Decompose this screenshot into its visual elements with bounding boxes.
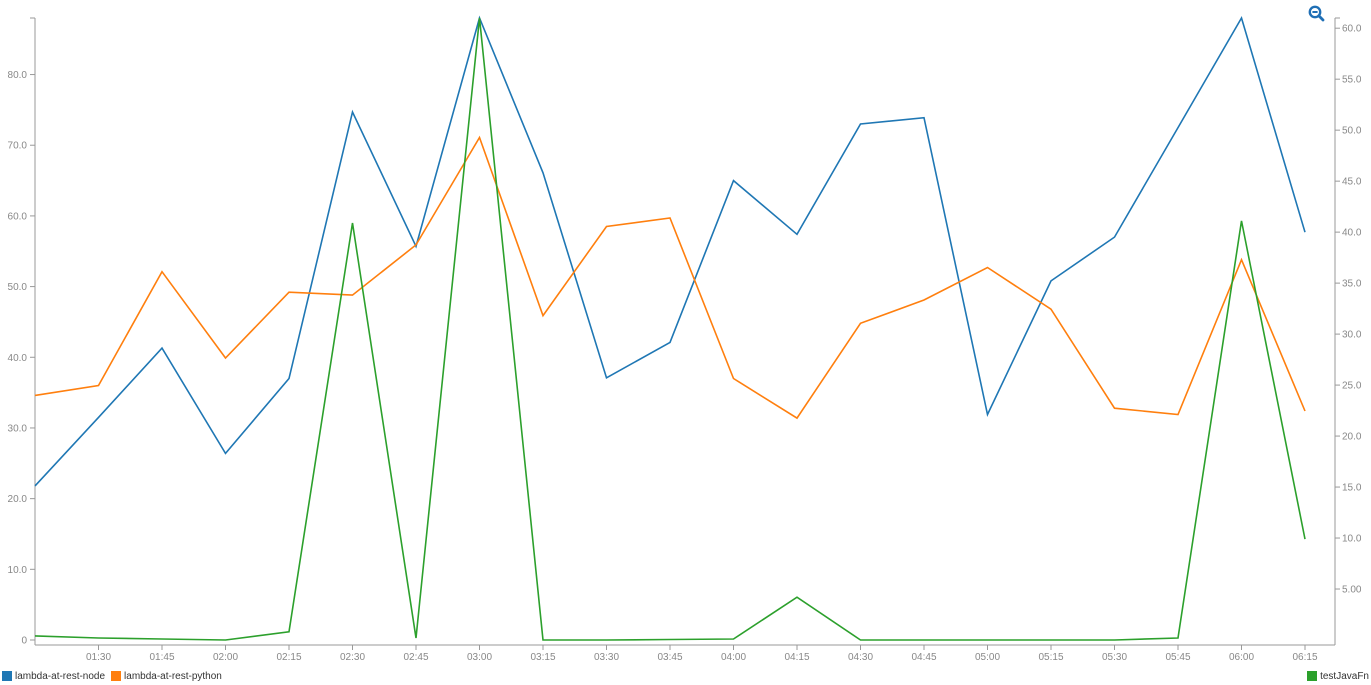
legend-label: lambda-at-rest-node xyxy=(15,670,106,682)
x-tick-label: 04:30 xyxy=(848,652,873,663)
series-line-lambda-at-rest-python xyxy=(34,135,1306,420)
x-tick-label: 01:45 xyxy=(149,652,174,663)
y-right-tick-label: 60.0 xyxy=(1342,24,1362,35)
legend-label: testJavaFn xyxy=(1320,670,1369,682)
y-right-tick-label: 20.0 xyxy=(1342,432,1362,443)
y-left-tick-label: 50.0 xyxy=(8,282,28,293)
x-tick-label: 06:15 xyxy=(1292,652,1317,663)
x-tick-label: 05:00 xyxy=(975,652,1000,663)
y-right-tick-label: 30.0 xyxy=(1342,330,1362,341)
x-tick-label: 04:45 xyxy=(911,652,936,663)
y-left-tick-label: 70.0 xyxy=(8,141,28,152)
x-tick-label: 01:30 xyxy=(86,652,111,663)
y-right-tick-label: 10.0 xyxy=(1342,534,1362,545)
x-tick-label: 04:15 xyxy=(784,652,809,663)
series-line-lambda-at-rest-node xyxy=(34,15,1306,487)
x-tick-label: 05:45 xyxy=(1165,652,1190,663)
y-left-tick-label: 80.0 xyxy=(8,70,28,81)
y-right-tick-label: 50.0 xyxy=(1342,126,1362,137)
legend-right: testJavaFn xyxy=(1307,668,1369,684)
x-tick-label: 03:15 xyxy=(530,652,555,663)
x-tick-label: 06:00 xyxy=(1229,652,1254,663)
y-right-tick-label: 25.0 xyxy=(1342,381,1362,392)
y-left-tick-label: 40.0 xyxy=(8,353,28,364)
x-tick-label: 02:00 xyxy=(213,652,238,663)
y-right-tick-label: 45.0 xyxy=(1342,177,1362,188)
legend-swatch xyxy=(2,671,12,681)
x-tick-label: 02:45 xyxy=(403,652,428,663)
legend-left: lambda-at-rest-node lambda-at-rest-pytho… xyxy=(2,668,228,684)
y-right-tick-label: 35.0 xyxy=(1342,279,1362,290)
y-left-tick-label: 60.0 xyxy=(8,211,28,222)
chart-axes: 0 10.0 20.0 30.0 40.0 50.0 60.0 70.0 80.0 5.00 10.… xyxy=(8,17,1362,663)
chart-series-layer xyxy=(34,15,1306,641)
y-right-tick-label: 5.00 xyxy=(1342,585,1362,596)
x-tick-label: 03:45 xyxy=(657,652,682,663)
legend-item-lambda-at-rest-python[interactable]: lambda-at-rest-python xyxy=(111,671,222,682)
y-right-tick-label: 15.0 xyxy=(1342,483,1362,494)
x-tick-label: 03:00 xyxy=(467,652,492,663)
y-left-tick-label: 30.0 xyxy=(8,423,28,434)
x-tick-label: 02:15 xyxy=(276,652,301,663)
x-tick-label: 04:00 xyxy=(721,652,746,663)
legend-item-lambda-at-rest-node[interactable]: lambda-at-rest-node xyxy=(2,671,105,682)
x-tick-label: 05:15 xyxy=(1038,652,1063,663)
legend-item-testJavaFn[interactable]: testJavaFn xyxy=(1307,671,1369,682)
y-left-tick-label: 20.0 xyxy=(8,494,28,505)
y-left-tick-label: 0 xyxy=(21,636,27,647)
legend-swatch xyxy=(1307,671,1318,681)
x-tick-label: 05:30 xyxy=(1102,652,1127,663)
legend-label: lambda-at-rest-python xyxy=(124,670,222,682)
zoom-out-icon[interactable] xyxy=(1307,4,1327,24)
series-line-testjavafn xyxy=(34,17,1306,641)
y-right-tick-label: 40.0 xyxy=(1342,228,1362,239)
y-right-tick-label: 55.0 xyxy=(1342,75,1362,86)
y-left-tick-label: 10.0 xyxy=(8,565,28,576)
x-tick-label: 03:30 xyxy=(594,652,619,663)
legend-swatch xyxy=(111,671,122,681)
x-tick-label: 02:30 xyxy=(340,652,365,663)
